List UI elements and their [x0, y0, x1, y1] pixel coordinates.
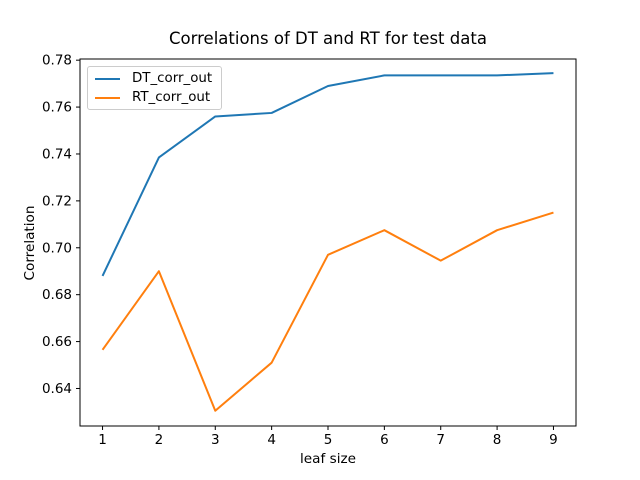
- x-tick-label: 3: [211, 432, 220, 448]
- y-axis-label: Correlation: [22, 205, 38, 281]
- x-tick-label: 2: [155, 432, 164, 448]
- legend-label-dt: DT_corr_out: [132, 70, 213, 86]
- dt-line-swatch-icon: [95, 77, 120, 80]
- x-tick-label: 8: [493, 432, 502, 448]
- axes-frame: [79, 58, 577, 427]
- y-tick-label: 0.70: [42, 240, 72, 256]
- y-tick-label: 0.68: [42, 287, 72, 303]
- legend-item-dt-corr-out: DT_corr_out: [95, 69, 212, 88]
- y-tick-label: 0.72: [42, 193, 72, 209]
- x-tick-label: 6: [380, 432, 389, 448]
- y-tick-label: 0.66: [42, 334, 72, 350]
- x-axis-label: leaf size: [300, 451, 356, 467]
- x-tick-label: 4: [267, 432, 276, 448]
- x-tick-label: 9: [549, 432, 558, 448]
- chart-title: Correlations of DT and RT for test data: [169, 29, 487, 48]
- y-tick-label: 0.78: [42, 53, 72, 69]
- x-tick-label: 5: [324, 432, 333, 448]
- rt-line-swatch-icon: [95, 96, 120, 99]
- y-tick-label: 0.76: [42, 100, 72, 116]
- legend-label-rt: RT_corr_out: [132, 89, 211, 105]
- x-tick-label: 1: [98, 432, 107, 448]
- y-tick-label: 0.74: [42, 146, 72, 162]
- legend-item-rt-corr-out: RT_corr_out: [95, 88, 212, 107]
- y-tick-label: 0.64: [42, 381, 72, 397]
- series-line-RT_corr_out: [101, 211, 554, 412]
- series-line-DT_corr_out: [101, 72, 554, 277]
- x-tick-label: 7: [436, 432, 445, 448]
- legend: DT_corr_out RT_corr_out: [87, 66, 223, 110]
